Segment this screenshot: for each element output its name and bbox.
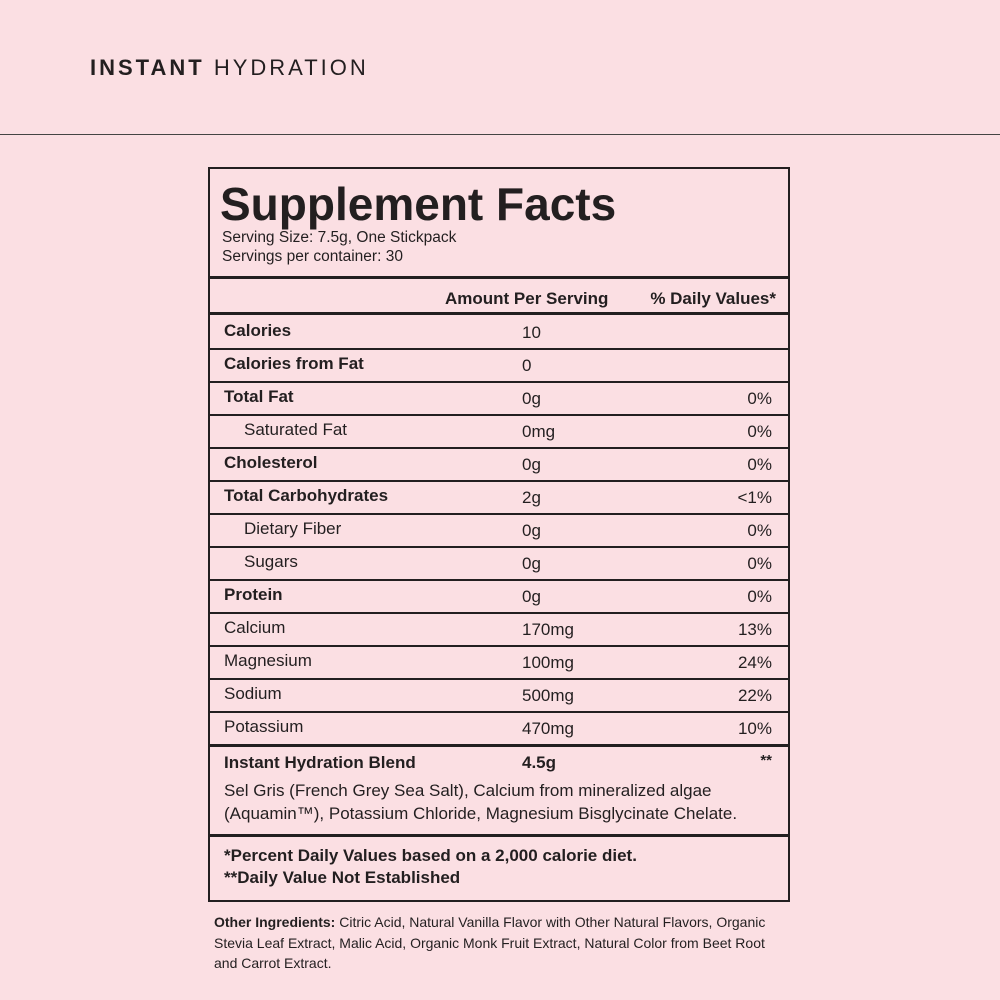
blend-name: Instant Hydration Blend — [224, 753, 416, 772]
row-name: Sugars — [244, 552, 298, 571]
footnote: **Daily Value Not Established — [224, 868, 461, 887]
panel-title: Supplement Facts — [220, 178, 617, 230]
brand: INSTANT HYDRATION — [90, 55, 369, 81]
row-name: Magnesium — [224, 651, 312, 670]
rule — [210, 645, 788, 647]
rule — [210, 579, 788, 581]
row-dv: 0% — [747, 455, 772, 474]
row-amount: 0g — [522, 587, 541, 606]
rule — [210, 414, 788, 416]
footnote: *Percent Daily Values based on a 2,000 c… — [224, 846, 637, 865]
rule — [210, 381, 788, 383]
column-header: % Daily Values* — [650, 289, 776, 308]
rule — [210, 678, 788, 680]
row-amount: 470mg — [522, 719, 574, 738]
brand-light: HYDRATION — [213, 55, 369, 80]
row-dv: 0% — [747, 521, 772, 540]
row-amount: 0g — [522, 521, 541, 540]
row-dv: <1% — [737, 488, 773, 507]
blend-description: Sel Gris (French Grey Sea Salt), Calcium… — [224, 781, 738, 823]
brand-bold: INSTANT — [90, 55, 205, 80]
row-amount: 2g — [522, 488, 541, 507]
row-amount: 10 — [522, 323, 541, 342]
row-amount: 0g — [522, 389, 541, 408]
rule — [210, 834, 788, 837]
row-amount: 0 — [522, 356, 532, 375]
row-dv: 24% — [737, 653, 772, 672]
rule — [210, 348, 788, 350]
row-dv: 0% — [747, 422, 772, 441]
row-name: Saturated Fat — [244, 420, 348, 439]
rule — [210, 546, 788, 548]
row-name: Total Fat — [224, 387, 294, 406]
row-name: Potassium — [224, 717, 304, 736]
row-name: Cholesterol — [224, 453, 318, 472]
row-amount: 100mg — [522, 653, 574, 672]
servings: Servings per container: 30 — [222, 248, 403, 265]
blend-amount: 4.5g — [522, 753, 557, 772]
rule — [210, 276, 788, 279]
row-name: Calcium — [224, 618, 286, 637]
row-name: Total Carbohydrates — [224, 486, 389, 505]
rule — [210, 612, 788, 614]
row-dv: 13% — [737, 620, 772, 639]
rule — [210, 447, 788, 449]
serving-size: Serving Size: 7.5g, One Stickpack — [222, 229, 457, 246]
row-name: Calories — [224, 321, 292, 340]
rule — [210, 711, 788, 713]
rule — [210, 480, 788, 482]
row-dv: 0% — [747, 587, 772, 606]
rule — [210, 513, 788, 515]
row-amount: 0g — [522, 554, 541, 573]
other-ingredients-label: Other Ingredients: — [214, 914, 336, 930]
row-amount: 500mg — [522, 686, 574, 705]
facts-panel: Supplement Facts Serving Size: 7.5g, One… — [208, 167, 790, 902]
row-dv: 0% — [747, 389, 772, 408]
rule — [210, 744, 788, 747]
blend-dv: ** — [760, 752, 772, 769]
row-dv: 0% — [747, 554, 772, 573]
rule — [210, 312, 788, 315]
row-name: Protein — [224, 585, 283, 604]
column-header: Amount Per Serving — [445, 289, 609, 308]
row-amount: 170mg — [522, 620, 574, 639]
divider — [0, 134, 1000, 135]
row-dv: 22% — [737, 686, 772, 705]
row-name: Sodium — [224, 684, 282, 703]
row-amount: 0g — [522, 455, 541, 474]
row-amount: 0mg — [522, 422, 556, 441]
row-name: Dietary Fiber — [244, 519, 342, 538]
other-ingredients: Other Ingredients: Citric Acid, Natural … — [214, 912, 774, 974]
other-ingredients-text: Citric Acid, Natural Vanilla Flavor with… — [214, 914, 766, 971]
row-name: Calories from Fat — [224, 354, 364, 373]
row-dv: 10% — [737, 719, 772, 738]
